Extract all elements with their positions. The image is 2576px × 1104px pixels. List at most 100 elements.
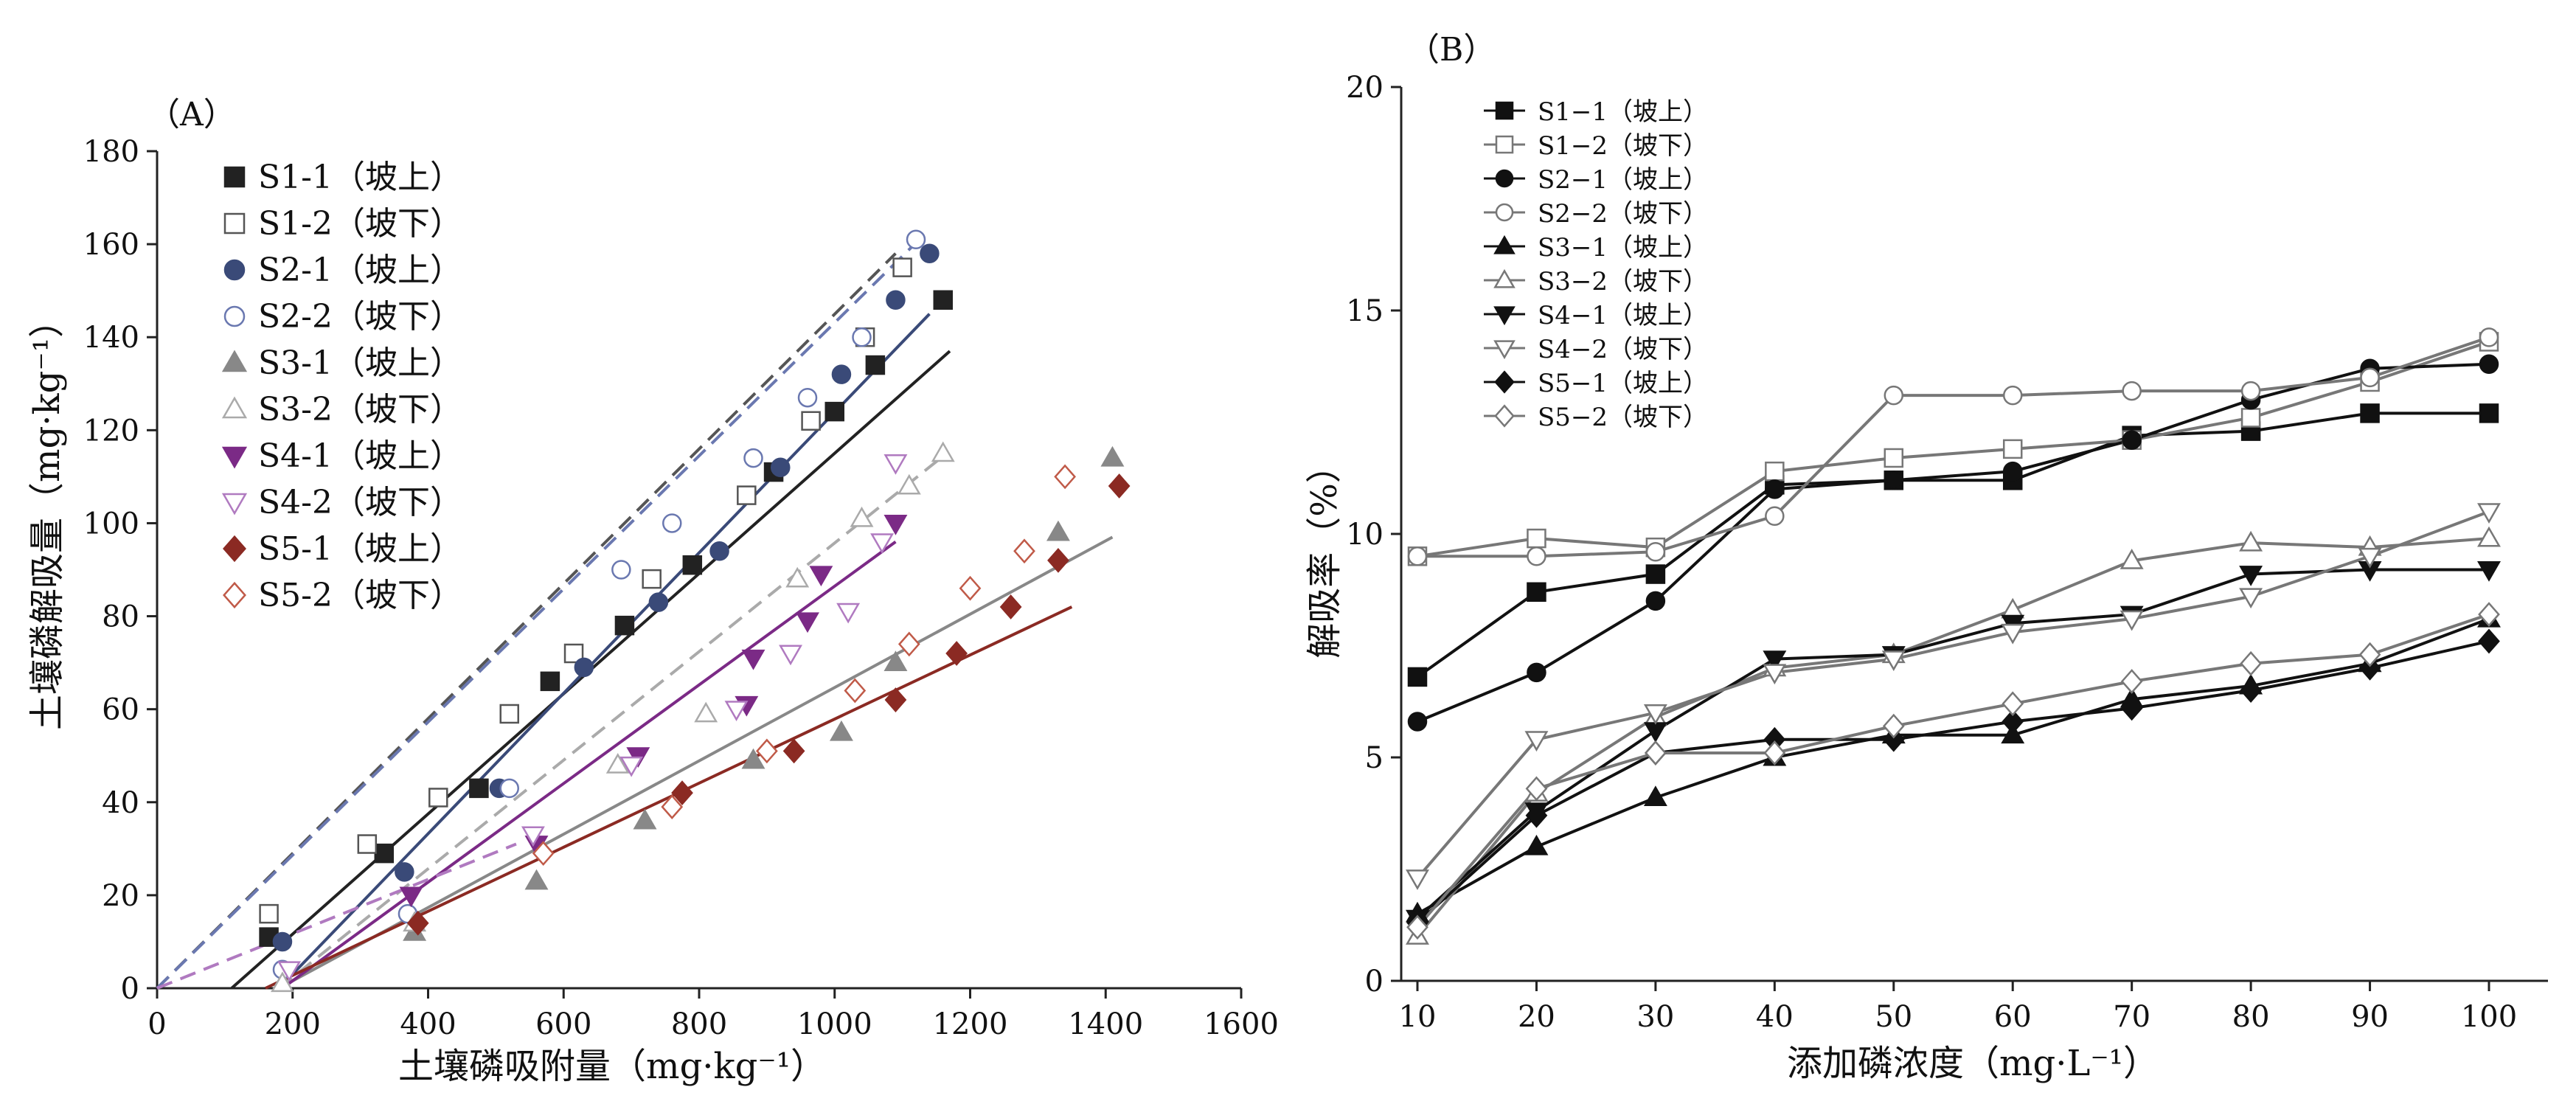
series-7-fit-line: [281, 541, 897, 990]
series-9-fit-line: [265, 605, 1073, 990]
panel-b-x-tick-label: 70: [2113, 1000, 2150, 1034]
series-10-point: [898, 631, 920, 657]
series-b-7-point: [2239, 566, 2263, 586]
series-2-point: [737, 485, 757, 505]
legend-a-label-10: S5-2（坡下）: [258, 577, 462, 614]
series-b-4-point: [2240, 381, 2261, 401]
panel-a-x-tick-label: 1200: [933, 1007, 1008, 1041]
legend-a-label-6: S3-2（坡下）: [258, 391, 462, 428]
series-b-4-point: [1645, 541, 1666, 562]
panel-b-x-tick-label: 60: [1994, 1000, 2032, 1034]
legend-a-label-7: S4-1（坡上）: [258, 437, 462, 475]
series-b-6-point: [2120, 549, 2144, 569]
panel-a-y-tick-label: 140: [83, 321, 139, 355]
series-5-point: [883, 650, 908, 672]
series-b-8-point: [1763, 664, 1787, 685]
legend-b-marker-9: [1494, 370, 1515, 394]
series-2-point: [499, 704, 519, 724]
series-b-2-point: [2002, 439, 2023, 459]
series-b-2-point: [2240, 408, 2261, 428]
legend-a-marker-6: [221, 396, 248, 419]
legend-b-label-8: S4−2（坡下）: [1538, 335, 1708, 364]
series-8-point: [836, 603, 861, 624]
legend-b-label-2: S1−2（坡下）: [1538, 131, 1708, 161]
series-10-point: [1054, 464, 1076, 490]
legend-a-marker-9: [223, 535, 246, 563]
series-4-point: [662, 513, 682, 533]
series-b-6-line: [1416, 537, 2490, 937]
series-b-2-line: [1417, 340, 2490, 558]
panel-b-y-tick-label: 15: [1346, 294, 1384, 328]
legend-b-marker-1: [1495, 101, 1514, 120]
series-4-point: [743, 448, 763, 468]
panel-b-x-tick-label: 50: [1875, 1000, 1912, 1034]
series-2-point: [357, 834, 378, 854]
series-8-point: [277, 961, 302, 982]
series-b-9-point: [2358, 655, 2381, 681]
panel-a-x-tick-label: 1000: [797, 1007, 872, 1041]
series-b-4-point: [1527, 546, 1546, 566]
series-3-point: [920, 243, 940, 263]
series-2-point: [642, 569, 662, 589]
series-4-point: [797, 387, 818, 408]
legend-b-label-5: S3−1（坡上）: [1538, 233, 1708, 263]
series-3-point: [574, 657, 594, 678]
panel-b-legend: S1−1（坡上） S1−2（坡下） S2−1（坡上） S2−2（坡下） S3−1（坡上）…: [1484, 97, 1708, 432]
panel-a-x-axis-title: 土壤磷吸附量（mg·kg⁻¹）: [398, 1046, 826, 1087]
series-7-point: [796, 612, 819, 633]
panel-b-x-tick-label: 40: [1756, 1000, 1794, 1034]
legend-b-marker-7: [1493, 306, 1516, 326]
legend-a-marker-10: [223, 581, 246, 609]
series-6-point: [897, 473, 921, 495]
series-b-4-point: [1407, 546, 1428, 566]
panel-a-y-tick-label: 0: [121, 972, 139, 1006]
series-8-point: [619, 756, 644, 777]
series-b-7-point: [1643, 722, 1667, 743]
series-b-4-point: [1884, 385, 1904, 406]
series-b-9-point: [2120, 695, 2143, 721]
series-9-point: [999, 594, 1022, 619]
series-1-point: [469, 778, 489, 799]
series-3-fit-line: [277, 313, 931, 990]
series-9-point: [884, 687, 907, 712]
panel-b-y-tick-label: 0: [1365, 965, 1384, 999]
series-b-7-point: [1763, 650, 1787, 671]
panel-a-x-tick-label: 1600: [1204, 1007, 1279, 1041]
series-9-point: [945, 641, 968, 666]
panel-a-y-tick-label: 40: [102, 786, 139, 820]
series-9-point: [406, 910, 429, 936]
panel-b-x-tick-label: 100: [2461, 1000, 2517, 1034]
series-8-point: [521, 826, 545, 847]
series-6-point: [931, 441, 955, 462]
legend-b-marker-8: [1493, 340, 1516, 360]
series-10-point: [959, 575, 982, 601]
legend-b-label-9: S5−1（坡上）: [1538, 369, 1708, 398]
series-7-point: [809, 566, 833, 587]
series-5-point: [829, 720, 853, 741]
panel-b-y-tick-label: 20: [1346, 71, 1384, 105]
legend-b-marker-5: [1493, 235, 1516, 254]
series-b-4-point: [2360, 367, 2380, 388]
series-1-point: [682, 555, 703, 575]
legend-b-marker-4: [1495, 203, 1514, 222]
series-10-point: [661, 794, 684, 819]
series-b-6-point: [2239, 530, 2263, 552]
legend-b-label-3: S2−1（坡上）: [1538, 165, 1708, 195]
series-8-fit-line: [156, 842, 517, 990]
series-9-point: [671, 780, 693, 806]
panel-a-plot-area: 0 200 400 600 800 1000 1200 1400 1600 0 20 40 60 80 10…: [83, 135, 1279, 1041]
series-8-point: [779, 645, 802, 666]
series-b-8-point: [2358, 547, 2382, 569]
series-9-point: [1108, 473, 1131, 499]
series-b-6-point: [2477, 526, 2501, 547]
series-7-point: [399, 886, 423, 908]
series-b-8-point: [2120, 610, 2144, 631]
series-4-point: [499, 778, 519, 799]
panel-a-y-tick-label: 100: [83, 507, 139, 541]
panel-a-legend: S1-1（坡上） S1-2（坡下） S2-1（坡上） S2-2（坡下） S3-1（坡上）…: [221, 159, 462, 614]
series-b-3-point: [1527, 662, 1546, 683]
series-b-1-point: [2360, 403, 2380, 423]
legend-b-marker-10: [1494, 404, 1515, 428]
series-b-10-point: [2358, 642, 2381, 667]
